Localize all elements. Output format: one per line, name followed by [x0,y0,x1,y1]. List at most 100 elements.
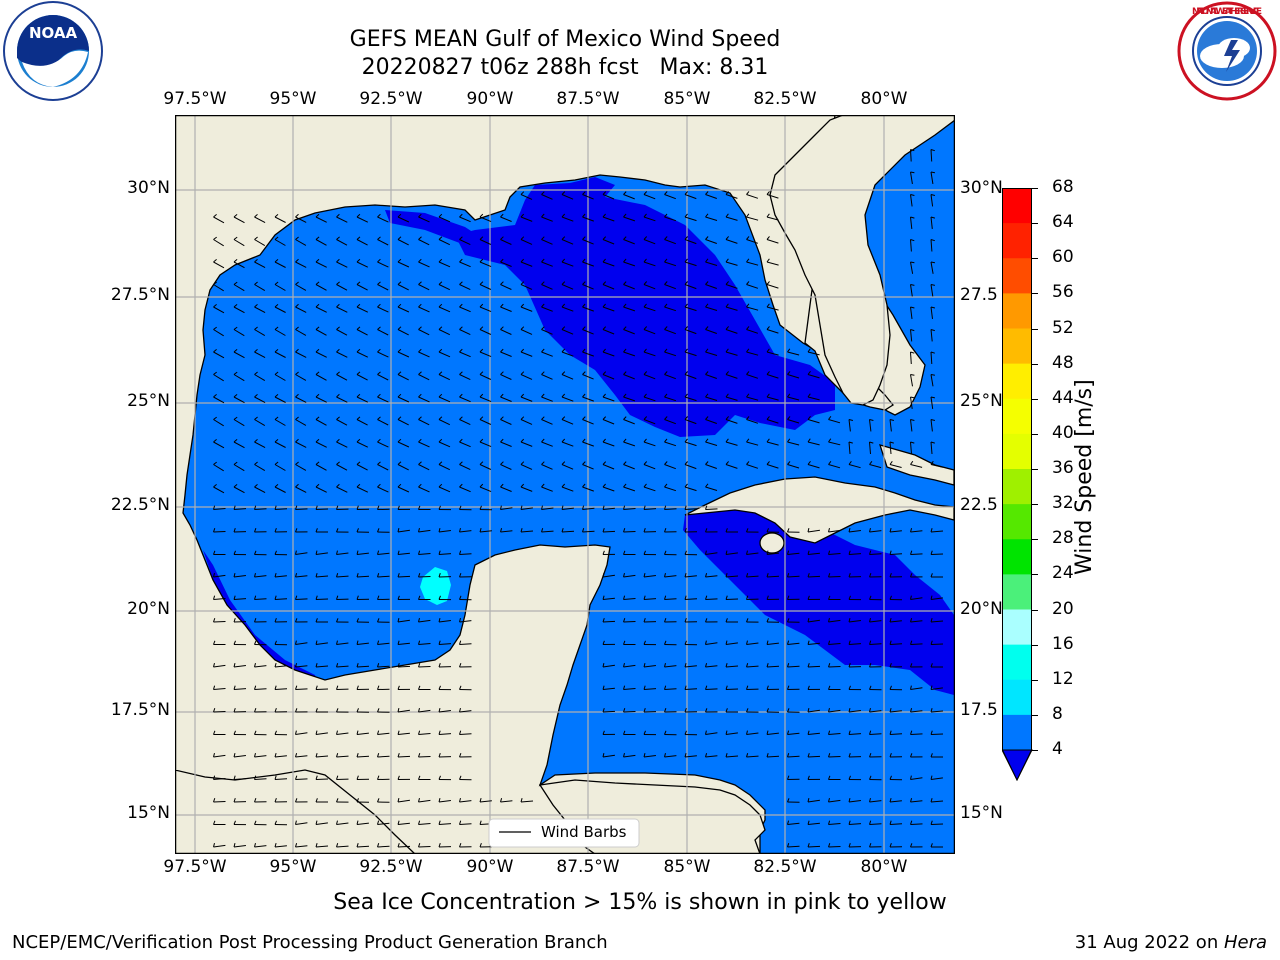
wind-barb [295,618,308,623]
wind-barb [233,505,247,510]
wind-barb [664,236,676,245]
wind-barb [766,348,779,356]
wind-barb [336,595,349,600]
wind-barb [930,460,943,468]
wind-barb [582,348,594,357]
wind-barb [766,191,779,199]
colorbar-tick-mark [1032,609,1038,611]
wind-barb [213,326,224,337]
lon-label-top: 80°W [860,89,908,109]
wind-barb [356,348,369,358]
wind-barb [910,843,923,848]
colorbar-tick-mark [1032,293,1038,295]
wind-barb [315,461,327,471]
wind-barb [746,618,759,623]
wind-barb [438,527,451,533]
wind-barb [213,304,225,314]
wind-barb [541,281,553,290]
wind-barb [582,326,594,335]
wind-barb [356,820,369,825]
wind-barb [213,416,224,427]
wind-barb [910,640,923,645]
wind-barb [315,303,327,313]
wind-barb [848,527,861,533]
wind-barb [500,281,512,290]
wind-barb [254,775,267,780]
wind-barb [725,663,739,668]
wind-barb [807,797,820,803]
wind-barb [623,191,635,200]
wind-barb [910,419,915,432]
wind-barb [828,527,841,533]
wind-barb [336,258,348,268]
wind-barb [500,483,512,492]
wind-barb [356,730,369,735]
wind-barb [315,326,327,336]
wind-barb [295,258,307,268]
wind-barb [910,284,915,297]
wind-barb [930,396,936,409]
wind-barb [889,820,903,825]
wind-barb [766,573,780,578]
wind-barb [746,213,759,221]
wind-barb [315,843,329,848]
wind-barb [295,730,308,735]
wind-barb [807,595,821,600]
wind-barb [643,685,657,690]
wind-barb [377,438,389,448]
lon-label-bottom: 85°W [663,857,711,877]
wind-barb [602,348,615,357]
wind-barb [377,348,389,358]
colorbar-tick-label: 56 [1052,282,1074,303]
colorbar-tick-label: 36 [1052,458,1074,478]
colorbar-extend-arrow [1001,749,1033,782]
colorbar-tick-label: 40 [1052,422,1074,443]
wind-barb [623,461,635,470]
wind-barb [397,527,410,533]
wind-barb [766,326,779,334]
wind-barb [213,685,226,690]
wind-barb [336,640,349,645]
wind-barb [643,213,656,222]
wind-barb [807,753,821,758]
wind-barb [561,416,574,425]
wind-barb [889,640,903,645]
wind-barb [889,843,903,848]
wind-barb [664,213,677,222]
wind-barb [274,550,288,556]
wind-barb [213,820,226,825]
wind-barb [623,348,636,357]
wind-barb [213,640,226,645]
wind-barb [930,149,935,162]
wind-barb [930,708,944,713]
wind-barb [828,730,841,735]
lat-label-right: 15°N [960,803,1003,823]
wind-barb [233,595,247,600]
wind-barb [807,415,820,424]
footer-date-text: 31 Aug 2022 on [1074,932,1224,953]
wind-barb [356,438,369,448]
wind-barb [807,370,820,379]
wind-barb [869,707,882,713]
wind-barb [274,484,286,493]
wind-barb [582,191,594,200]
wind-barb [725,618,738,623]
wind-barb [438,730,452,735]
wind-barb [623,752,636,758]
wind-barb [459,438,471,448]
wind-barb [213,798,226,803]
wind-barb [602,505,615,510]
wind-barb [315,483,327,493]
wind-barb [295,438,307,448]
wind-barb [930,171,936,184]
wind-barb [233,752,246,758]
colorbar-tick-mark [1032,644,1038,646]
wind-barb [602,303,615,312]
wind-barb [664,572,677,578]
wind-barb [418,753,431,758]
wind-barb [233,349,245,359]
wind-barb [643,348,656,357]
colorbar-segment [1002,504,1032,540]
wind-barb [274,662,287,668]
wind-barb [336,618,349,623]
